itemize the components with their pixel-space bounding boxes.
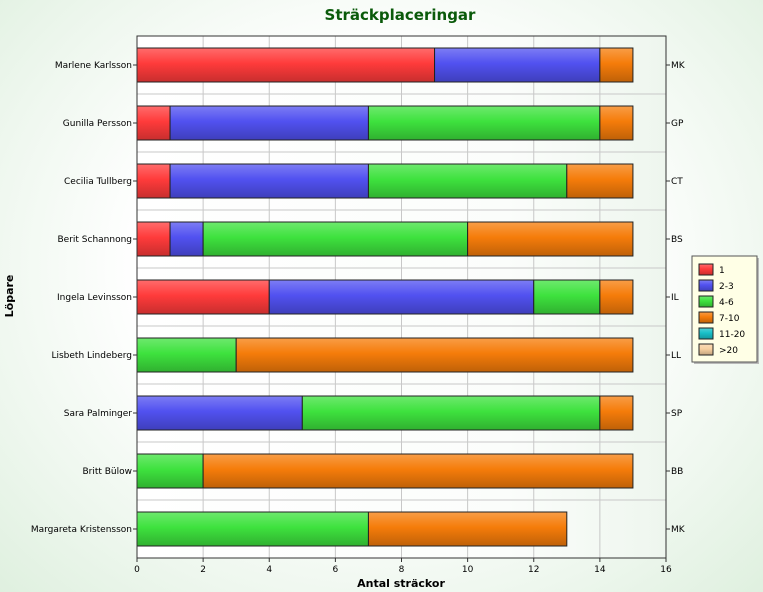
- bar-segment: [599, 105, 634, 141]
- bar-segment: [566, 163, 634, 199]
- bar-segment: [136, 453, 204, 489]
- bar-segment: [202, 221, 469, 257]
- y-tick-label: Marlene Karlsson: [55, 61, 132, 71]
- bar-segment: [169, 163, 369, 199]
- x-tick-label: 8: [399, 565, 405, 575]
- bar-segment: [169, 221, 204, 257]
- y-axis-title: Löpare: [3, 275, 16, 318]
- bar-segment: [467, 221, 634, 257]
- axes: 0 2 4 6 8 10 12 14 16 Marlene Karlsson MK Gunilla P…: [31, 35, 686, 575]
- x-tick-label: 6: [333, 565, 339, 575]
- legend-label: >20: [719, 346, 738, 356]
- y2-tick-label: GP: [671, 119, 684, 129]
- legend-swatch: [698, 327, 714, 340]
- y2-tick-label: BB: [671, 467, 683, 477]
- bar-segment: [301, 395, 601, 431]
- legend-swatch: [698, 263, 714, 276]
- bar-segment: [367, 511, 568, 547]
- x-tick-label: 0: [134, 565, 140, 575]
- legend-label: 7-10: [719, 314, 740, 324]
- y2-tick-label: MK: [671, 525, 686, 535]
- bar-segment: [136, 395, 303, 431]
- y-tick-label: Berit Schannong: [57, 235, 132, 245]
- bar-segment: [434, 47, 601, 83]
- bar-segment: [202, 453, 634, 489]
- legend-swatch: [698, 279, 714, 292]
- bars: [136, 47, 634, 547]
- y2-tick-label: SP: [671, 409, 683, 419]
- y2-tick-label: CT: [671, 177, 683, 187]
- y-tick-label: Ingela Levinsson: [57, 293, 132, 303]
- x-tick-label: 14: [594, 565, 606, 575]
- legend-label: 1: [719, 266, 725, 276]
- bar-segment: [599, 47, 634, 83]
- y-tick-label: Britt Bülow: [82, 467, 132, 477]
- bar-segment: [136, 47, 436, 83]
- bar-segment: [136, 337, 237, 373]
- y-tick-label: Margareta Kristensson: [31, 525, 132, 535]
- bar-segment: [136, 105, 171, 141]
- y2-tick-label: BS: [671, 235, 683, 245]
- bar-segment: [599, 279, 634, 315]
- x-tick-label: 4: [266, 565, 272, 575]
- y-tick-label: Sara Palminger: [64, 409, 133, 419]
- legend-swatch: [698, 311, 714, 324]
- legend-label: 2-3: [719, 282, 734, 292]
- x-tick-label: 10: [462, 565, 474, 575]
- bar-segment: [367, 105, 601, 141]
- bar-segment: [136, 279, 270, 315]
- y2-tick-label: LL: [671, 351, 681, 361]
- bar-segment: [235, 337, 634, 373]
- x-tick-label: 16: [660, 565, 672, 575]
- bar-segment: [599, 395, 634, 431]
- bar-segment: [136, 163, 171, 199]
- legend-swatch: [698, 295, 714, 308]
- legend: 1 2-3 4-6 7-10 11-20 >20: [691, 255, 759, 364]
- legend-swatch: [698, 343, 714, 356]
- x-tick-label: 2: [200, 565, 206, 575]
- x-axis-title: Antal sträckor: [357, 577, 445, 590]
- bar-segment: [169, 105, 369, 141]
- chart-title: Sträckplaceringar: [325, 6, 477, 24]
- y-tick-label: Cecilia Tullberg: [64, 177, 132, 187]
- bar-segment: [268, 279, 535, 315]
- y-tick-label: Lisbeth Lindeberg: [51, 351, 132, 361]
- x-tick-label: 12: [528, 565, 539, 575]
- bar-segment: [136, 511, 369, 547]
- y2-tick-label: MK: [671, 61, 686, 71]
- bar-segment: [136, 221, 171, 257]
- bar-segment: [533, 279, 601, 315]
- y-tick-label: Gunilla Persson: [63, 119, 132, 129]
- y2-tick-label: IL: [671, 293, 679, 303]
- bar-segment: [367, 163, 568, 199]
- legend-label: 11-20: [719, 330, 745, 340]
- legend-label: 4-6: [719, 298, 734, 308]
